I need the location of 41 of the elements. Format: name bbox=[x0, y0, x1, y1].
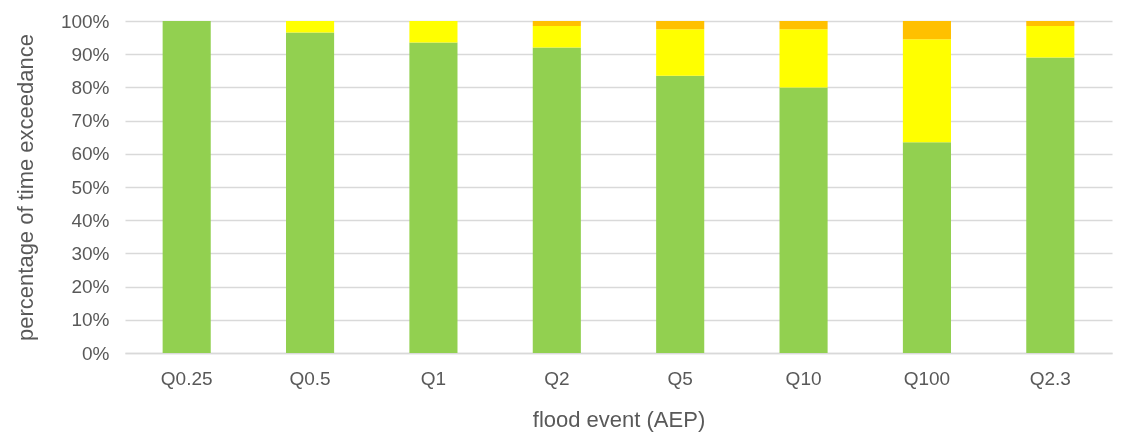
bar bbox=[286, 32, 335, 353]
bar bbox=[656, 29, 705, 76]
x-tick-label: Q2 bbox=[544, 367, 570, 389]
bar bbox=[162, 21, 211, 353]
bar bbox=[902, 21, 951, 40]
bar bbox=[532, 21, 581, 26]
bar bbox=[409, 42, 458, 353]
bar bbox=[532, 25, 581, 48]
y-tick-label: 70% bbox=[71, 110, 110, 132]
bar bbox=[656, 21, 705, 30]
y-tick-label: 80% bbox=[71, 76, 110, 98]
bar bbox=[532, 47, 581, 353]
x-tick-label: Q10 bbox=[785, 367, 822, 389]
y-tick-label: 30% bbox=[71, 242, 110, 264]
x-tick-label: Q5 bbox=[667, 367, 693, 389]
y-tick-label: 100% bbox=[60, 10, 110, 32]
y-tick-label: 90% bbox=[71, 43, 110, 65]
bar bbox=[1026, 25, 1075, 58]
y-tick-label: 40% bbox=[71, 209, 110, 231]
bar bbox=[409, 21, 458, 43]
bar bbox=[286, 21, 335, 33]
x-axis-title: flood event (AEP) bbox=[532, 406, 706, 432]
bar bbox=[902, 39, 951, 143]
bar bbox=[779, 21, 828, 30]
y-tick-label: 10% bbox=[71, 309, 110, 331]
y-tick-label: 50% bbox=[71, 176, 110, 198]
bar bbox=[779, 29, 828, 88]
y-tick-label: 20% bbox=[71, 276, 110, 298]
x-tick-label: Q100 bbox=[903, 367, 951, 389]
x-tick-label: Q0.5 bbox=[289, 367, 331, 389]
x-tick-label: Q0.25 bbox=[160, 367, 213, 389]
y-tick-label: 60% bbox=[71, 143, 110, 165]
bar bbox=[902, 142, 951, 353]
bar bbox=[1026, 21, 1075, 26]
y-tick-label: 0% bbox=[82, 342, 110, 364]
bar bbox=[779, 87, 828, 353]
y-axis-title: percentage of time exceedance bbox=[12, 34, 38, 341]
bar bbox=[656, 75, 705, 353]
x-tick-label: Q1 bbox=[420, 367, 447, 389]
bar bbox=[1026, 57, 1075, 353]
x-tick-label: Q2.3 bbox=[1029, 367, 1071, 389]
